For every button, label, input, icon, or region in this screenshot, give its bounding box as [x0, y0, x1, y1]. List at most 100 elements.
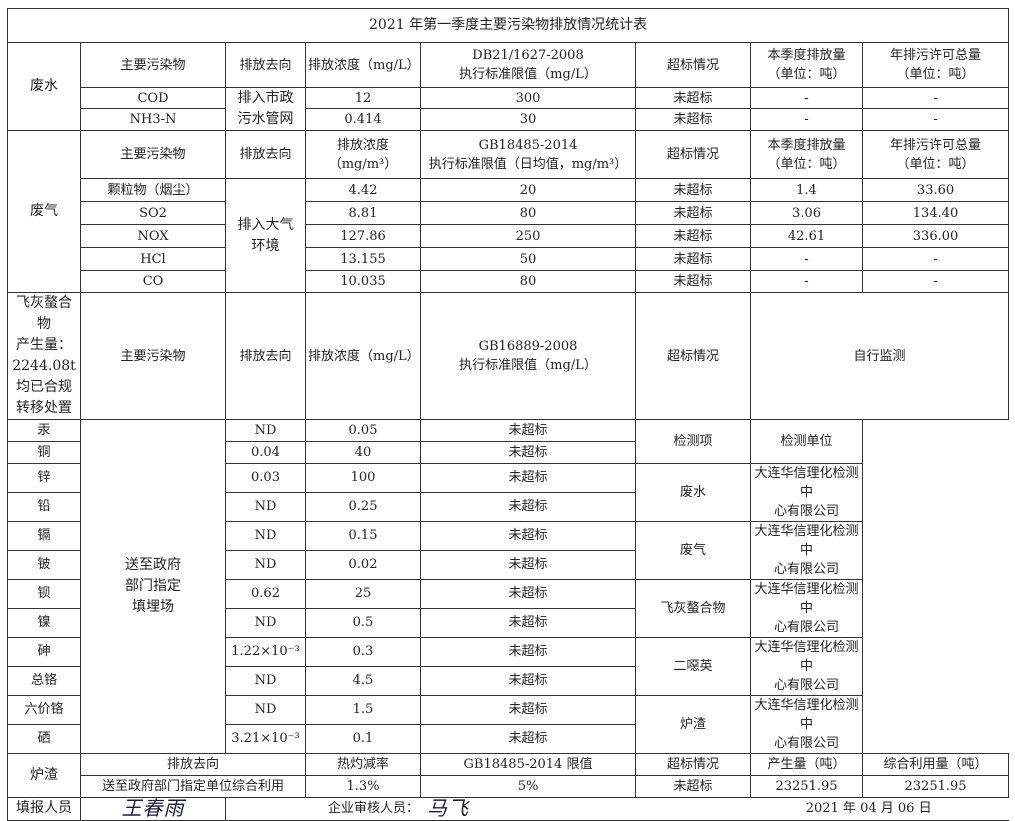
header-pollutant: 主要污染物	[80, 42, 226, 88]
annual-permit: -	[861, 87, 1010, 109]
status: 未超标	[420, 694, 636, 725]
header-concentration: 排放浓度（mg/L）	[305, 292, 421, 420]
pollutant: 砷	[7, 636, 81, 667]
header-status: 超标情况	[635, 42, 751, 88]
header-self-monitoring: 自行监测	[749, 292, 1010, 420]
fly-ash-category: 飞灰螯合物产生量： 2244.08t 均已合规 转移处置	[7, 292, 81, 420]
concentration: ND	[225, 607, 306, 638]
limit: 0.3	[305, 636, 421, 667]
header-pollutant: 主要污染物	[80, 292, 226, 420]
monitoring-item: 二噁英	[635, 636, 751, 696]
concentration: 1.22×10⁻³	[225, 636, 306, 667]
reporter-signature: 王春雨	[80, 796, 226, 821]
pollutant: 铍	[7, 549, 81, 580]
limit: 0.1	[305, 723, 421, 754]
limit: 50	[420, 247, 636, 271]
pollutant: 镉	[7, 520, 81, 551]
header-pollutant: 主要污染物	[80, 130, 226, 179]
status: 未超标	[635, 87, 751, 109]
utilization: 23251.95	[861, 774, 1010, 798]
monitoring-item: 废气	[635, 520, 751, 580]
header-destination: 排放去向	[225, 130, 306, 179]
monitoring-item: 废水	[635, 462, 751, 522]
report-date: 2021 年 04 月 06 日	[805, 801, 932, 817]
status: 未超标	[635, 178, 751, 202]
pollutant: COD	[80, 87, 226, 109]
production: 23251.95	[750, 774, 863, 798]
reviewer-label: 企业审核人员：	[328, 801, 420, 817]
wastewater-category: 废水	[7, 42, 81, 131]
header-status: 超标情况	[635, 292, 751, 420]
limit: 80	[420, 270, 636, 293]
concentration: 13.155	[305, 247, 421, 271]
pollutant: NH3-N	[80, 108, 226, 131]
concentration: ND	[225, 549, 306, 580]
status: 未超标	[420, 462, 636, 493]
concentration: 10.035	[305, 270, 421, 293]
pollutant: SO2	[80, 201, 226, 225]
table-row: 汞送至政府 部门指定 填埋场 ND 0.05 未超标 检测项 检测单位	[7, 419, 1009, 754]
monitoring-unit: 大连华信理化检测中 心有限公司	[750, 694, 863, 754]
monitoring-unit: 大连华信理化检测中 心有限公司	[750, 520, 863, 580]
limit: 0.05	[305, 419, 421, 442]
status: 未超标	[420, 607, 636, 638]
pollutant: 颗粒物（烟尘）	[80, 178, 226, 202]
quarter-amount: -	[750, 270, 863, 293]
emission-statistics-table: 2021 年第一季度主要污染物排放情况统计表 废水 主要污染物 排放去向 排放浓…	[6, 8, 1010, 821]
fly-ash-destination: 送至政府 部门指定 填埋场	[80, 419, 226, 754]
monitoring-item-header: 检测项	[635, 419, 751, 464]
status: 未超标	[635, 270, 751, 293]
pollutant: 硒	[7, 723, 81, 754]
wastewater-destination: 排入市政 污水管网	[225, 87, 306, 131]
header-quarter-amount: 本季度排放量 （单位：吨）	[750, 130, 863, 179]
pollutant: 钡	[7, 578, 81, 609]
concentration: 3.21×10⁻³	[225, 723, 306, 754]
pollutant: 锌	[7, 462, 81, 493]
monitoring-unit: 大连华信理化检测中 心有限公司	[750, 636, 863, 696]
reporter-label: 填报人员	[7, 796, 81, 821]
pollutant: 六价铬	[7, 694, 81, 725]
destination: 送至政府部门指定单位综合利用	[80, 774, 306, 798]
header-status: 超标情况	[635, 752, 751, 776]
slag-category: 炉渣	[7, 752, 81, 798]
pollutant: NOX	[80, 224, 226, 248]
limit: 30	[420, 108, 636, 131]
annual-permit: -	[861, 270, 1010, 293]
waste-gas-category: 废气	[7, 130, 81, 293]
header-concentration: 排放浓度（mg/L）	[305, 42, 421, 88]
pollutant: 总铬	[7, 665, 81, 696]
table-row: 铍 ND 0.02 未超标	[7, 549, 1009, 580]
monitoring-unit: 大连华信理化检测中 心有限公司	[750, 462, 863, 522]
status: 未超标	[635, 108, 751, 131]
concentration: 0.414	[305, 108, 421, 131]
table-row: HCl 13.155 50 未超标 - -	[8, 247, 1010, 271]
monitoring-item: 炉渣	[635, 694, 751, 754]
table-row: NOX 127.86 250 未超标 42.61 336.00	[8, 224, 1010, 248]
table-row: COD 排入市政 污水管网 12 300 未超标 - -	[8, 87, 1010, 131]
status: 未超标	[420, 440, 636, 464]
concentration: 0.03	[225, 462, 306, 493]
limit: 0.02	[305, 549, 421, 580]
table-row: 颗粒物（烟尘） 排入大气 环境 4.42 20 未超标 1.4 33.60	[8, 178, 1010, 293]
limit: 250	[420, 224, 636, 248]
concentration: ND	[225, 520, 306, 551]
limit: 40	[305, 440, 421, 464]
header-ignition-loss: 热灼减率	[305, 752, 421, 776]
status: 未超标	[635, 201, 751, 225]
status: 未超标	[420, 723, 636, 754]
pollutant: HCl	[80, 247, 226, 271]
header-production: 产生量（吨）	[750, 752, 863, 776]
limit: 25	[305, 578, 421, 609]
annual-permit: -	[861, 247, 1010, 271]
limit: 0.5	[305, 607, 421, 638]
limit: 4.5	[305, 665, 421, 696]
status: 未超标	[635, 247, 751, 271]
limit: 5%	[420, 774, 636, 798]
pollutant: 铅	[7, 491, 81, 522]
pollutant: CO	[80, 270, 226, 293]
quarter-amount: -	[750, 247, 863, 271]
limit: 0.15	[305, 520, 421, 551]
reviewer-signature: 马飞	[427, 796, 470, 821]
concentration: 4.42	[305, 178, 421, 202]
quarter-amount: 42.61	[750, 224, 863, 248]
